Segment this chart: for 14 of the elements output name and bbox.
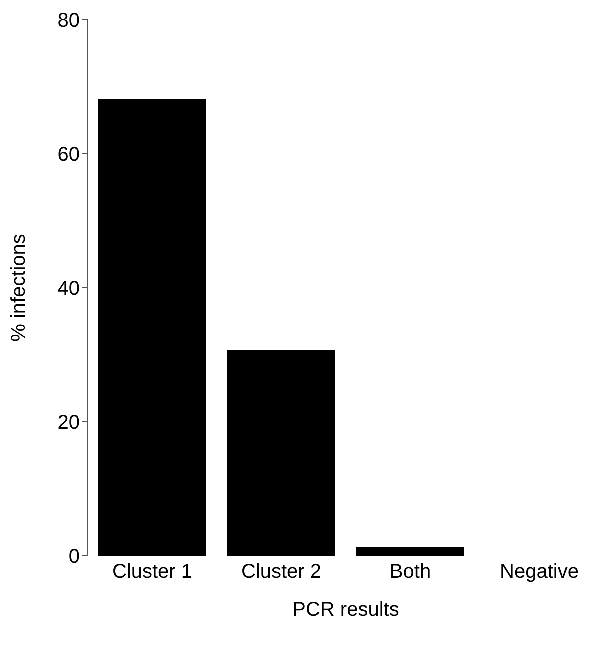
bar	[356, 547, 464, 556]
x-axis-title: PCR results	[292, 599, 400, 621]
y-tick-label: 20	[58, 412, 80, 434]
y-tick-label: 80	[58, 10, 80, 32]
x-tick-label: Cluster 2	[241, 561, 322, 584]
y-tick-label: 0	[68, 546, 80, 568]
bar	[227, 350, 336, 556]
bar	[98, 99, 206, 556]
x-tick-label: Cluster 1	[112, 561, 193, 584]
x-tick-label: Negative	[500, 561, 579, 584]
y-tick-label: 60	[58, 144, 80, 166]
y-tick-label: 40	[58, 278, 80, 300]
y-axis-title: % infections	[8, 234, 30, 342]
x-tick-label: Both	[390, 561, 432, 584]
